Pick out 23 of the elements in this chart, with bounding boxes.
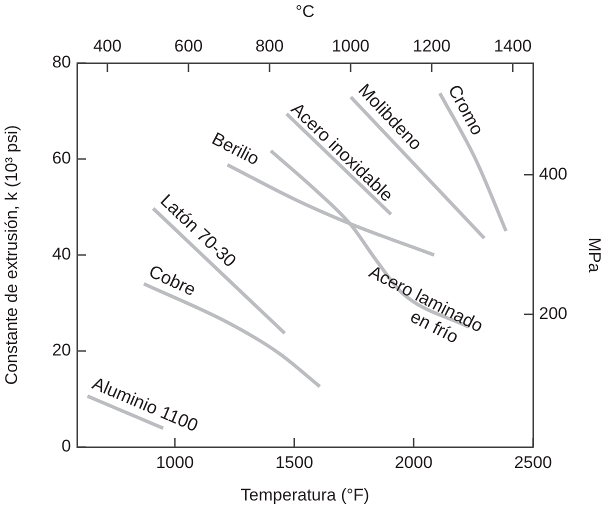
y-tick-label: 0: [62, 436, 71, 456]
text: Cromo: [444, 81, 488, 138]
x2-tick-label: 1400: [494, 36, 532, 56]
x-tick-label: 1500: [275, 452, 314, 472]
y-tick-label: 20: [52, 340, 71, 360]
x-tick-label: 1000: [156, 452, 194, 472]
text: Cobre: [146, 261, 199, 300]
y-tick-label: 80: [52, 52, 71, 72]
x-tick-label: 2000: [394, 452, 433, 472]
y-axis-title: Constante de extrusión, k (10³ psi): [2, 125, 21, 385]
x-axis-title: Temperatura (°F): [240, 485, 370, 504]
x2-tick-label: 1200: [412, 36, 451, 56]
y2-tick-label: 200: [539, 304, 568, 324]
y2-axis-title: MPa: [585, 238, 604, 274]
x2-tick-label: 600: [174, 36, 203, 56]
y2-tick-label: 400: [539, 164, 568, 184]
x-tick-label: 2500: [514, 452, 552, 472]
x2-tick-label: 400: [93, 36, 122, 56]
x2-tick-label: 800: [255, 36, 284, 56]
y-tick-label: 40: [52, 244, 71, 264]
x2-axis-title: °C: [295, 2, 315, 21]
y-tick-label: 60: [52, 148, 71, 168]
x2-tick-label: 1000: [332, 36, 370, 56]
